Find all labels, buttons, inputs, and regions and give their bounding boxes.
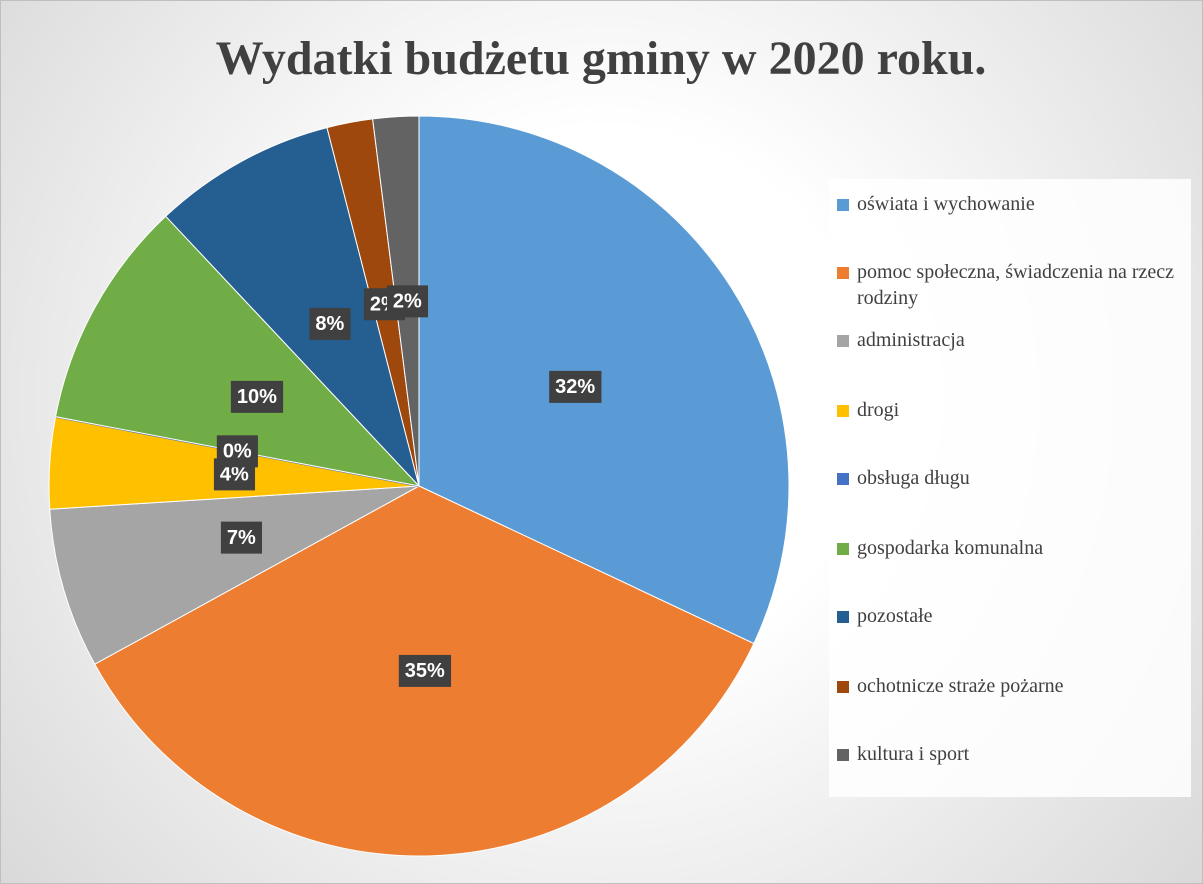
legend-label: ochotnicze straże pożarne	[857, 675, 1064, 697]
data-label-box	[230, 380, 284, 413]
data-label-box	[398, 654, 452, 687]
data-label: 8%	[309, 307, 351, 340]
data-label-box	[549, 370, 602, 403]
legend-swatch	[837, 405, 849, 417]
legend-swatch	[837, 473, 849, 485]
legend-label: pozostałe	[857, 605, 933, 627]
pie-slice	[165, 127, 420, 487]
legend-item: obsługa długu	[837, 465, 1197, 491]
legend-label: obsługa długu	[857, 467, 970, 489]
data-label-box	[386, 285, 429, 318]
pie-slice	[54, 215, 421, 487]
legend-label: kultura i sport	[857, 743, 970, 765]
legend-label: drogi	[857, 399, 900, 421]
data-label: 35%	[398, 654, 452, 687]
legend-swatch	[837, 199, 849, 211]
legend-item: oświata i wychowanie	[837, 191, 1197, 217]
data-label-text: 10%	[237, 386, 277, 408]
legend-label: pomoc społeczna, świadczenia na rzecz ro…	[857, 261, 1175, 309]
data-label-text: 35%	[405, 660, 445, 682]
chart-title: Wydatki budżetu gminy w 2020 roku.	[216, 32, 987, 85]
legend-item: pozostałe	[837, 603, 1197, 629]
data-label: 10%	[230, 380, 284, 413]
legend-item: administracja	[837, 327, 1197, 353]
data-label-box	[309, 307, 351, 340]
legend: oświata i wychowanie pomoc społeczna, świ…	[829, 179, 1191, 797]
pie-slice	[49, 485, 420, 665]
legend-item: gospodarka komunalna	[837, 535, 1197, 561]
legend-item: ochotnicze straże pożarne	[837, 673, 1197, 699]
pie-slice	[418, 115, 790, 645]
legend-item: drogi	[837, 397, 1197, 423]
legend-label: administracja	[857, 329, 965, 351]
data-label-text: 0%	[223, 441, 252, 463]
legend-label: gospodarka komunalna	[857, 537, 1044, 559]
data-label: 7%	[220, 521, 263, 554]
data-label: 32%	[549, 370, 602, 403]
data-label-text: 7%	[227, 527, 256, 549]
data-label-box	[216, 435, 258, 468]
legend-item: pomoc społeczna, świadczenia na rzecz ro…	[837, 259, 1197, 311]
data-label: 2%	[386, 285, 429, 318]
data-label-box	[220, 521, 263, 554]
legend-swatch	[837, 543, 849, 555]
legend-label: oświata i wychowanie	[857, 193, 1035, 215]
data-label-text: 8%	[315, 313, 344, 335]
legend-item: kultura i sport	[837, 741, 1197, 767]
legend-swatch	[837, 335, 849, 347]
legend-swatch	[837, 749, 849, 761]
legend-swatch	[837, 681, 849, 693]
legend-swatch	[837, 611, 849, 623]
data-label-text: 2%	[393, 291, 422, 313]
data-label: 0%	[216, 435, 258, 468]
data-label-text: 4%	[220, 464, 249, 486]
data-label-text: 32%	[555, 376, 595, 398]
legend-swatch	[837, 267, 849, 279]
